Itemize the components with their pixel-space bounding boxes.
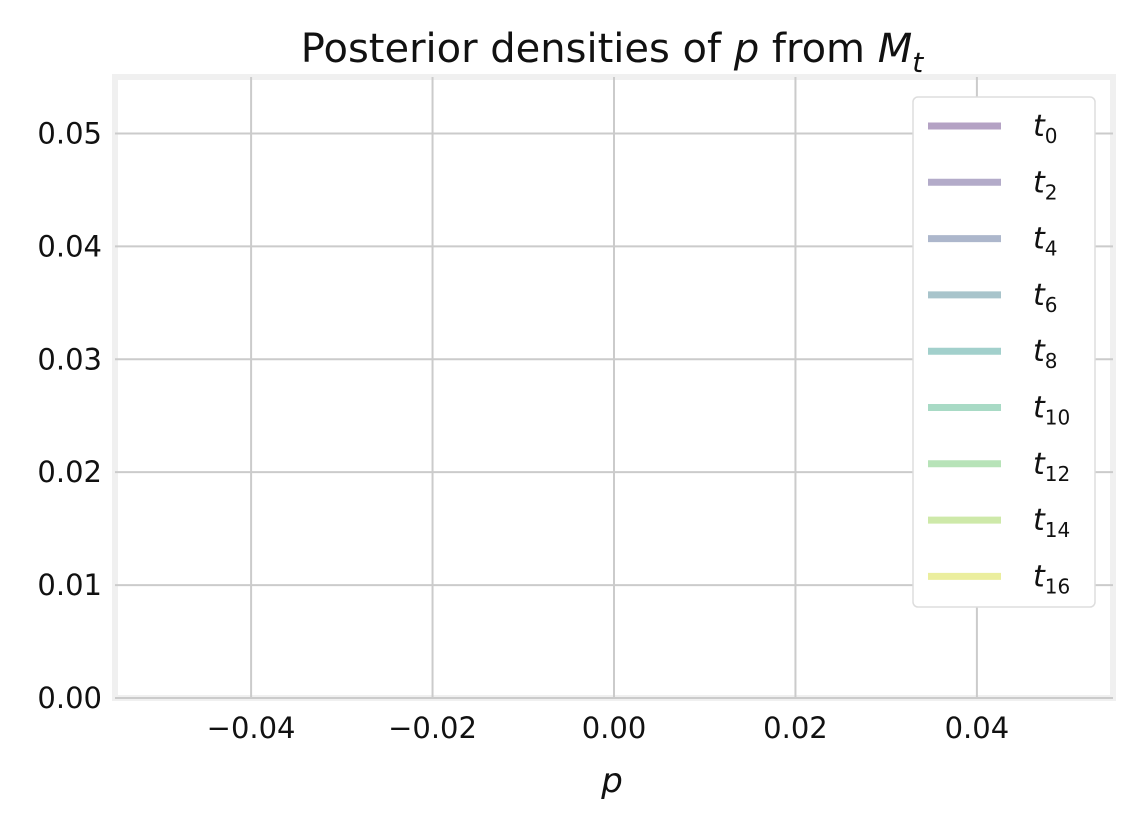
legend-entry-label: t12	[1033, 447, 1070, 486]
x-tick-labels: −0.04 −0.02 0.00 0.02 0.04	[207, 711, 1010, 745]
y-tick-label: 0.00	[37, 681, 102, 715]
y-tick-label: 0.03	[37, 342, 102, 376]
legend-entry-label: t6	[1033, 278, 1058, 317]
legend: t0 t2 t4 t6 t8 t10 t12 t14 t16	[912, 96, 1096, 608]
legend-entry-label: t14	[1033, 503, 1070, 542]
chart-title: Posterior densities of p from Mt	[301, 26, 924, 79]
legend-entry-label: t10	[1033, 391, 1070, 430]
legend-entry-label: t8	[1033, 334, 1058, 373]
x-tick-label: 0.04	[945, 711, 1010, 745]
title-prefix: Posterior densities of	[301, 26, 734, 72]
y-tick-label: 0.04	[37, 229, 102, 263]
x-tick-label: 0.00	[582, 711, 647, 745]
legend-entry-label: t16	[1033, 559, 1070, 598]
y-tick-labels: 0.00 0.01 0.02 0.03 0.04 0.05	[37, 116, 102, 715]
legend-entry-label: t2	[1033, 165, 1058, 204]
y-tick-label: 0.05	[37, 116, 102, 150]
legend-box	[912, 96, 1096, 608]
title-sub: t	[912, 46, 924, 79]
y-tick-label: 0.01	[37, 568, 102, 602]
y-tick-label: 0.02	[37, 455, 102, 489]
x-axis-label: p	[600, 761, 623, 801]
legend-entry-label: t0	[1033, 109, 1058, 148]
legend-entry-label: t4	[1033, 222, 1058, 261]
x-tick-label: 0.02	[763, 711, 828, 745]
title-m: M	[878, 26, 913, 72]
x-tick-label: −0.02	[388, 711, 477, 745]
title-p: p	[733, 26, 759, 72]
x-tick-label: −0.04	[207, 711, 296, 745]
title-middle: from	[759, 26, 878, 72]
